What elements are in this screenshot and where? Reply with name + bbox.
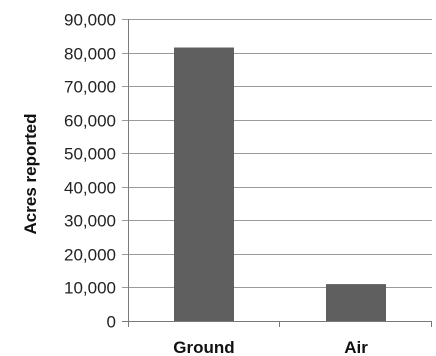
y-tick-label: 60,000 bbox=[64, 112, 116, 131]
bar-air bbox=[326, 284, 386, 321]
y-tick-label: 40,000 bbox=[64, 179, 116, 198]
y-tick-label: 80,000 bbox=[64, 45, 116, 64]
y-tick-labels: 0 10,000 20,000 30,000 40,000 50,000 60,000 70,… bbox=[64, 11, 116, 332]
y-tick-label: 50,000 bbox=[64, 145, 116, 164]
y-tick-label: 20,000 bbox=[64, 246, 116, 265]
y-tick-label: 10,000 bbox=[64, 279, 116, 298]
bars bbox=[174, 47, 386, 322]
x-category-labels: Ground Air bbox=[173, 338, 368, 356]
y-axis-title: Acres reported bbox=[21, 114, 40, 235]
y-tick-label: 30,000 bbox=[64, 212, 116, 231]
axes bbox=[122, 19, 432, 327]
y-tick-label: 70,000 bbox=[64, 78, 116, 97]
gridlines bbox=[122, 19, 432, 288]
x-category-label: Ground bbox=[173, 338, 234, 356]
bar-ground bbox=[174, 47, 234, 322]
y-tick-label: 90,000 bbox=[64, 11, 116, 30]
x-category-label: Air bbox=[344, 338, 368, 356]
y-tick-label: 0 bbox=[107, 313, 116, 332]
